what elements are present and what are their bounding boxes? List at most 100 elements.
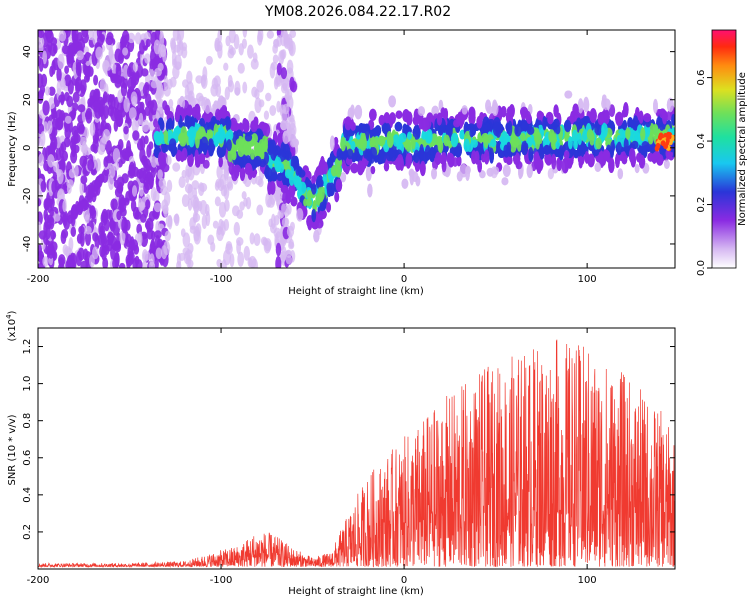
spectrogram-blob [60,141,67,153]
spectrogram-blob [165,155,172,166]
spectrogram-blob [265,92,272,102]
spectrogram-blob [150,80,159,89]
spectrogram-blob [145,38,151,48]
spectrogram-blob [205,55,213,65]
snr-series-line [38,339,675,569]
spectrogram-blob [46,192,51,209]
spectrogram-blob [578,155,583,169]
spectrogram-blob [125,233,132,248]
spectrogram-blob [236,237,244,246]
spectrogram-blob [188,90,195,103]
spectrogram-blob [241,191,247,200]
spectrogram-blob [274,76,283,87]
spectrogram-x-tick-label: -200 [27,274,50,285]
spectrogram-blob [105,35,114,46]
spectrogram-blob [627,117,634,130]
spectrogram-blob [60,230,67,245]
spectrogram-blob [245,162,252,172]
spectrogram-blob [372,127,380,136]
spectrogram-blob [177,30,185,42]
spectrogram-blob [77,104,86,113]
spectrogram-blob [555,140,561,150]
snr-y-tick-label: 0.6 [22,450,33,466]
spectrogram-blob [313,229,320,243]
spectrogram-blob [127,66,132,78]
spectrogram-blob [255,142,262,155]
spectrogram-blob [285,249,292,259]
snr-x-tick-label: 0 [401,575,407,586]
spectrogram-blob [250,120,258,133]
spectrogram-blob [490,139,497,148]
spectrogram-blob [178,132,187,143]
spectrogram-blob [333,136,339,146]
spectrogram-blob [652,123,659,136]
spectrogram-blob [118,194,126,210]
spectrogram-blob [116,109,123,121]
spectrogram-blob [169,138,177,150]
spectrogram-blob [184,84,190,100]
spectrogram-blob [145,158,151,174]
spectrogram-blob [92,232,99,242]
spectrogram-blob [311,208,317,223]
spectrogram-blob [109,218,116,232]
spectrogram-blob [187,259,194,268]
spectrogram-blob [406,131,412,140]
spectrogram-blob [318,209,327,220]
spectrogram-blob [463,138,470,152]
spectrogram-blob [174,61,182,70]
spectrogram-blob [334,191,340,203]
spectrogram-blob [269,105,277,116]
spectrogram-blob [285,255,293,265]
spectrogram-blob [131,96,138,107]
spectrogram-blob [319,201,326,212]
spectrogram-blob [381,123,389,134]
spectrogram-blob [195,92,204,102]
spectrogram-blob [131,72,140,86]
spectrogram-blob [326,184,332,198]
spectrogram-blob [311,183,317,195]
spectrogram-blob [306,198,313,207]
spectrogram-blob [38,73,44,88]
spectrogram-blob [127,246,134,261]
spectrogram-blob [479,170,486,179]
spectrogram-blob [64,115,72,124]
spectrogram-blob [421,117,430,132]
spectrogram-x-tick-label: -100 [210,274,233,285]
spectrogram-blob [141,119,150,133]
spectrogram-blob [561,157,569,174]
spectrogram-blob [564,90,573,99]
spectrogram-blob [536,110,544,121]
spectrogram-blob [577,132,582,146]
spectrogram-blob [148,261,156,268]
spectrogram-blob [476,115,483,129]
spectrogram-blob [146,227,154,240]
spectrogram-blob [116,210,122,221]
spectrogram-blob [213,134,220,147]
spectrogram-blob [58,254,66,267]
spectrogram-blob [65,260,71,268]
spectrogram-blob [474,150,480,165]
spectrogram-blob [131,185,138,197]
spectrogram-blob [157,62,164,72]
spectrogram-blob [206,129,214,140]
spectrogram-blob [489,147,495,164]
spectrogram-blob [544,152,550,164]
snr-x-tick-label: -200 [27,575,50,586]
spectrogram-blob [555,124,561,135]
snr-multiplier-exp: 4 [5,314,13,319]
spectrogram-blob [335,178,343,192]
spectrogram-blob [149,48,157,65]
spectrogram-blob [157,169,163,180]
spectrogram-blob [650,153,657,163]
spectrogram-blob [66,179,74,189]
spectrogram-blob [112,148,121,164]
spectrogram-blob [388,95,396,108]
spectrogram-blob [226,139,232,152]
spectrogram-blob [228,162,235,175]
spectrogram-blob [370,165,376,175]
spectrogram-blob [288,241,295,250]
spectrogram-y-label: Frequency (Hz) [7,111,18,187]
spectrogram-blob [162,48,167,63]
spectrogram-blob [280,30,287,38]
spectrogram-blob [186,129,195,138]
